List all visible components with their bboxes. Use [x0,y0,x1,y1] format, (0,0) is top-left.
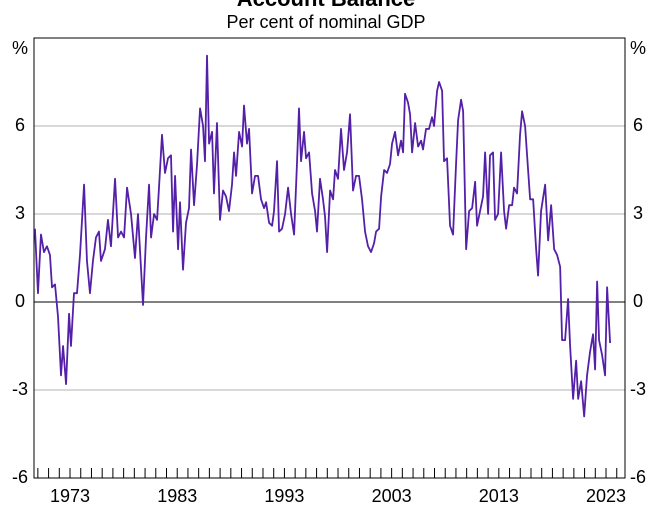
x-tick-label: 2003 [372,486,412,506]
y-tick-label-right: 6 [633,115,643,135]
plot-frame [33,37,626,479]
x-tick-label: 1993 [264,486,304,506]
x-tick-label: 2023 [586,486,626,506]
y-tick-label: 0 [15,291,25,311]
y-unit-right: % [630,38,646,58]
y-tick-label-right: 0 [633,291,643,311]
chart-title: Account Balance [237,0,416,11]
y-tick-label: 6 [15,115,25,135]
x-tick-label: 1973 [50,486,90,506]
x-tick-label: 2013 [479,486,519,506]
y-tick-label-right: -6 [630,467,646,487]
y-tick-label: -3 [12,379,28,399]
y-tick-label: 3 [15,203,25,223]
data-line [34,54,611,418]
y-tick-label-right: -3 [630,379,646,399]
chart-subtitle: Per cent of nominal GDP [226,12,425,32]
y-tick-label-right: 3 [633,203,643,223]
y-tick-label: -6 [12,467,28,487]
x-tick-label: 1983 [157,486,197,506]
y-unit-left: % [12,38,28,58]
